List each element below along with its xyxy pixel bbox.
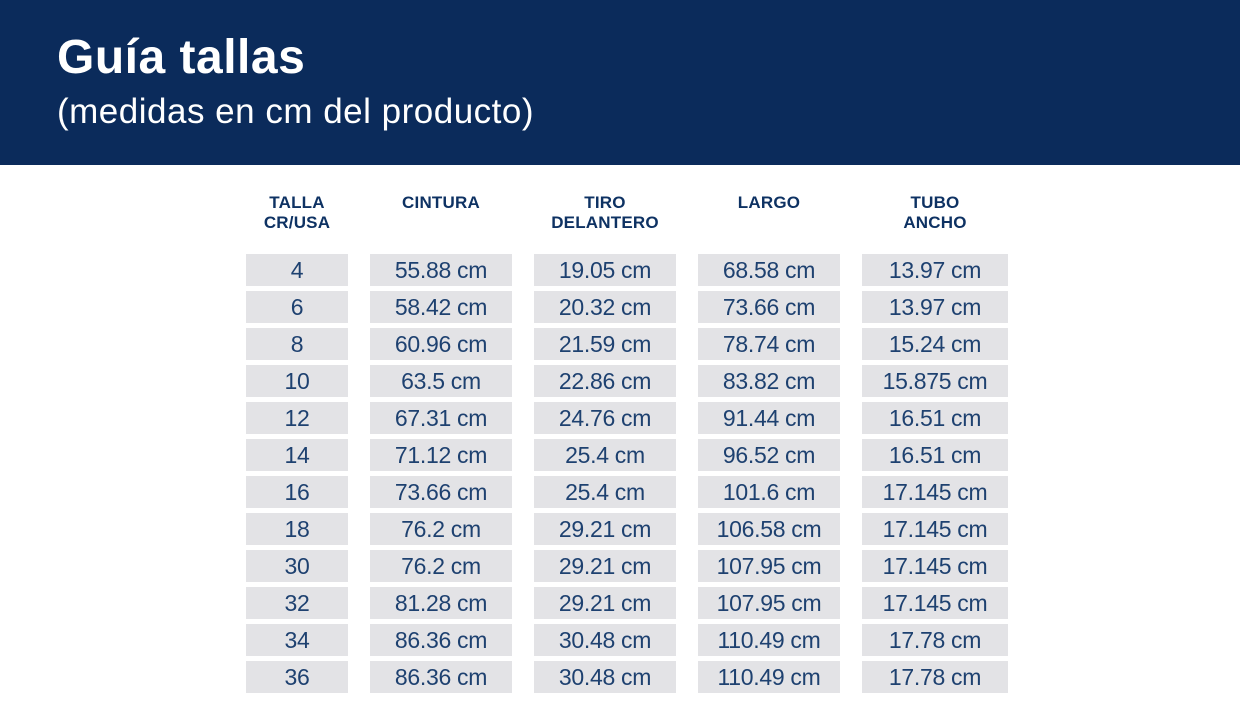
size-cell: 30 [246, 550, 348, 583]
measurement-cell: 107.95 cm [698, 550, 840, 583]
measurement-cell: 76.2 cm [370, 550, 512, 583]
measurement-cell: 96.52 cm [698, 439, 840, 472]
measurement-cell: 30.48 cm [534, 624, 676, 657]
size-table: TALLA CR/USA CINTURA TIRO DELANTERO LARGO TUBO… [246, 193, 1008, 694]
measurement-cell: 13.97 cm [862, 254, 1008, 287]
measurement-cell: 76.2 cm [370, 513, 512, 546]
header-banner: Guía tallas (medidas en cm del producto) [0, 0, 1240, 165]
measurement-cell: 81.28 cm [370, 587, 512, 620]
measurement-cell: 25.4 cm [534, 476, 676, 509]
size-cell: 14 [246, 439, 348, 472]
measurement-cell: 22.86 cm [534, 365, 676, 398]
size-cell: 32 [246, 587, 348, 620]
column-header-tiro-delantero: TIRO DELANTERO [551, 193, 659, 233]
measurement-cell: 25.4 cm [534, 439, 676, 472]
measurement-cell: 20.32 cm [534, 291, 676, 324]
measurement-cell: 24.76 cm [534, 402, 676, 435]
page-title: Guía tallas [57, 31, 306, 84]
table-header-row: TALLA CR/USA CINTURA TIRO DELANTERO LARGO TUBO… [246, 193, 1008, 233]
measurement-cell: 13.97 cm [862, 291, 1008, 324]
measurement-cell: 17.145 cm [862, 476, 1008, 509]
measurement-cell: 17.145 cm [862, 513, 1008, 546]
column-header-talla-cr-usa: TALLA CR/USA [263, 193, 331, 233]
measurement-cell: 58.42 cm [370, 291, 512, 324]
size-cell: 10 [246, 365, 348, 398]
measurement-cell: 83.82 cm [698, 365, 840, 398]
measurement-cell: 71.12 cm [370, 439, 512, 472]
measurement-cell: 101.6 cm [698, 476, 840, 509]
size-cell: 34 [246, 624, 348, 657]
measurement-cell: 60.96 cm [370, 328, 512, 361]
measurement-cell: 15.875 cm [862, 365, 1008, 398]
measurement-cell: 30.48 cm [534, 661, 676, 694]
measurement-cell: 106.58 cm [698, 513, 840, 546]
measurement-cell: 107.95 cm [698, 587, 840, 620]
measurement-cell: 86.36 cm [370, 624, 512, 657]
measurement-cell: 16.51 cm [862, 402, 1008, 435]
size-cell: 12 [246, 402, 348, 435]
measurement-cell: 29.21 cm [534, 513, 676, 546]
measurement-cell: 110.49 cm [698, 661, 840, 694]
measurement-cell: 55.88 cm [370, 254, 512, 287]
measurement-cell: 17.145 cm [862, 587, 1008, 620]
size-cell: 6 [246, 291, 348, 324]
measurement-cell: 73.66 cm [370, 476, 512, 509]
measurement-cell: 67.31 cm [370, 402, 512, 435]
measurement-cell: 68.58 cm [698, 254, 840, 287]
page-subtitle: (medidas en cm del producto) [57, 92, 534, 131]
size-cell: 18 [246, 513, 348, 546]
measurement-cell: 29.21 cm [534, 550, 676, 583]
measurement-cell: 91.44 cm [698, 402, 840, 435]
measurement-cell: 17.78 cm [862, 624, 1008, 657]
size-cell: 36 [246, 661, 348, 694]
measurement-cell: 86.36 cm [370, 661, 512, 694]
measurement-cell: 73.66 cm [698, 291, 840, 324]
size-cell: 16 [246, 476, 348, 509]
measurement-cell: 110.49 cm [698, 624, 840, 657]
table-body: 4 55.88 cm 19.05 cm 68.58 cm 13.97 cm 6 58.42 … [246, 254, 1008, 694]
measurement-cell: 63.5 cm [370, 365, 512, 398]
measurement-cell: 15.24 cm [862, 328, 1008, 361]
column-header-largo: LARGO [737, 193, 801, 212]
column-header-cintura: CINTURA [402, 193, 480, 212]
size-cell: 8 [246, 328, 348, 361]
size-cell: 4 [246, 254, 348, 287]
measurement-cell: 21.59 cm [534, 328, 676, 361]
measurement-cell: 17.145 cm [862, 550, 1008, 583]
measurement-cell: 78.74 cm [698, 328, 840, 361]
measurement-cell: 17.78 cm [862, 661, 1008, 694]
size-guide-page: Guía tallas (medidas en cm del producto)… [0, 0, 1240, 694]
measurement-cell: 29.21 cm [534, 587, 676, 620]
measurement-cell: 19.05 cm [534, 254, 676, 287]
column-header-tubo-ancho: TUBO ANCHO [903, 193, 967, 233]
measurement-cell: 16.51 cm [862, 439, 1008, 472]
